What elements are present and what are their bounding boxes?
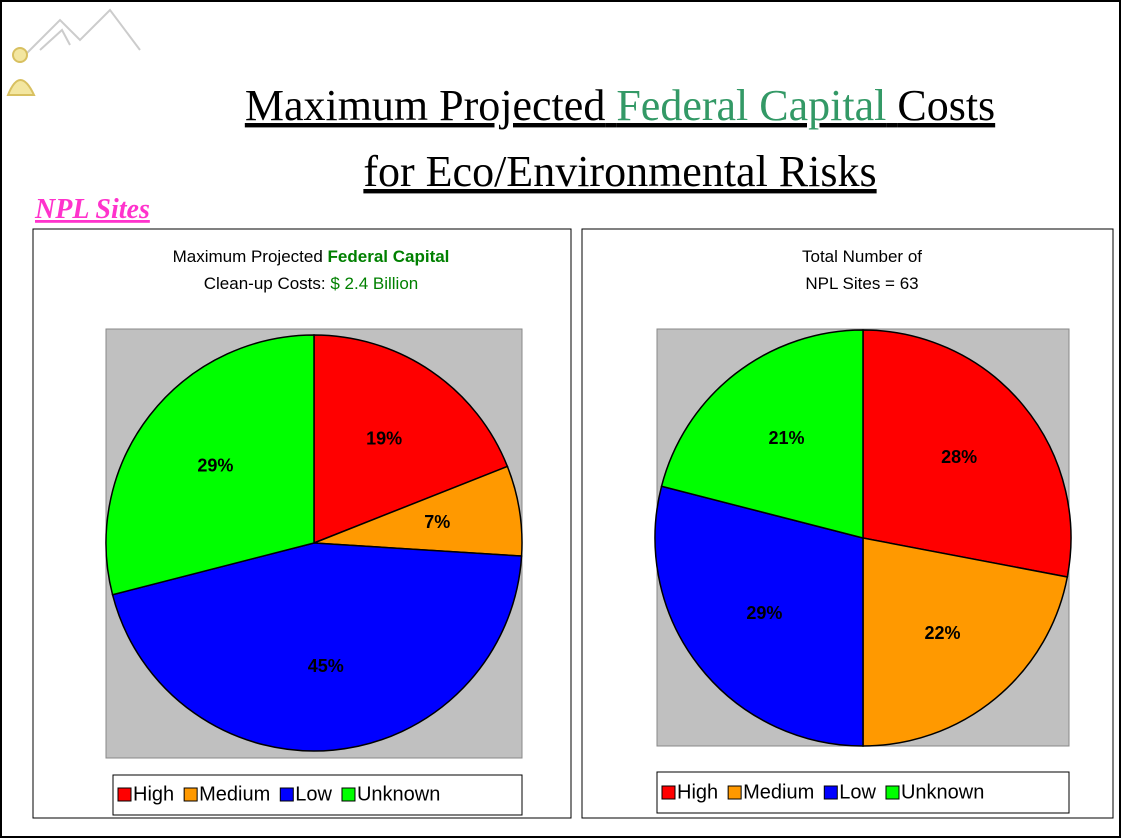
pie-slice (660, 329, 864, 539)
title-part: Federal Capital (328, 247, 450, 266)
slice-label: 19% (366, 429, 402, 449)
title-part: Clean-up Costs: (204, 274, 326, 293)
slice-label: 45% (308, 656, 344, 676)
title-part: $ 2.4 Billion (330, 274, 418, 293)
slice-label: 21% (768, 428, 804, 448)
legend-box (656, 771, 1070, 814)
chart-title: NPL Sites = 63 (805, 274, 918, 293)
legend-label: High (133, 783, 174, 805)
title-part: Federal Capital (616, 81, 886, 130)
pie-slice (105, 334, 315, 596)
slice-label: 7% (424, 512, 450, 532)
legend-label: Unknown (901, 781, 984, 803)
legend-swatch (727, 785, 742, 800)
legend-label: Medium (199, 783, 270, 805)
slide-title: for Eco/Environmental Risks (363, 147, 876, 196)
slice-label: 22% (925, 623, 961, 643)
legend-label: Low (295, 783, 332, 805)
pie-slice (654, 485, 864, 747)
chart-title: Maximum Projected Federal Capital (173, 247, 450, 266)
legend-swatch (279, 787, 294, 802)
slice-label: 29% (197, 455, 233, 475)
chart-title: Total Number of (802, 247, 922, 266)
legend-swatch (341, 787, 356, 802)
pie-slice (862, 537, 1069, 747)
title-part: Maximum Projected (245, 81, 606, 130)
legend-label: Low (839, 781, 876, 803)
legend-box (112, 774, 523, 816)
legend-swatch (117, 787, 132, 802)
legend-label: High (677, 781, 718, 803)
slice-label: 28% (941, 447, 977, 467)
chart-title: Clean-up Costs: $ 2.4 Billion (204, 274, 419, 293)
slice-label: 29% (746, 603, 782, 623)
section-label: NPL Sites (34, 194, 150, 225)
pie-slice (862, 329, 1072, 578)
legend-label: Medium (743, 781, 814, 803)
pie-slice (111, 542, 523, 752)
title-part: Maximum Projected (173, 247, 323, 266)
legend-swatch (661, 785, 676, 800)
title-part: Costs (897, 81, 995, 130)
logo (6, 8, 141, 96)
legend-swatch (183, 787, 198, 802)
legend-label: Unknown (357, 783, 440, 805)
pie-slice (313, 334, 509, 545)
slide-title: Maximum Projected Federal Capital Costs (245, 81, 995, 130)
legend-swatch (885, 785, 900, 800)
legend-swatch (823, 785, 838, 800)
